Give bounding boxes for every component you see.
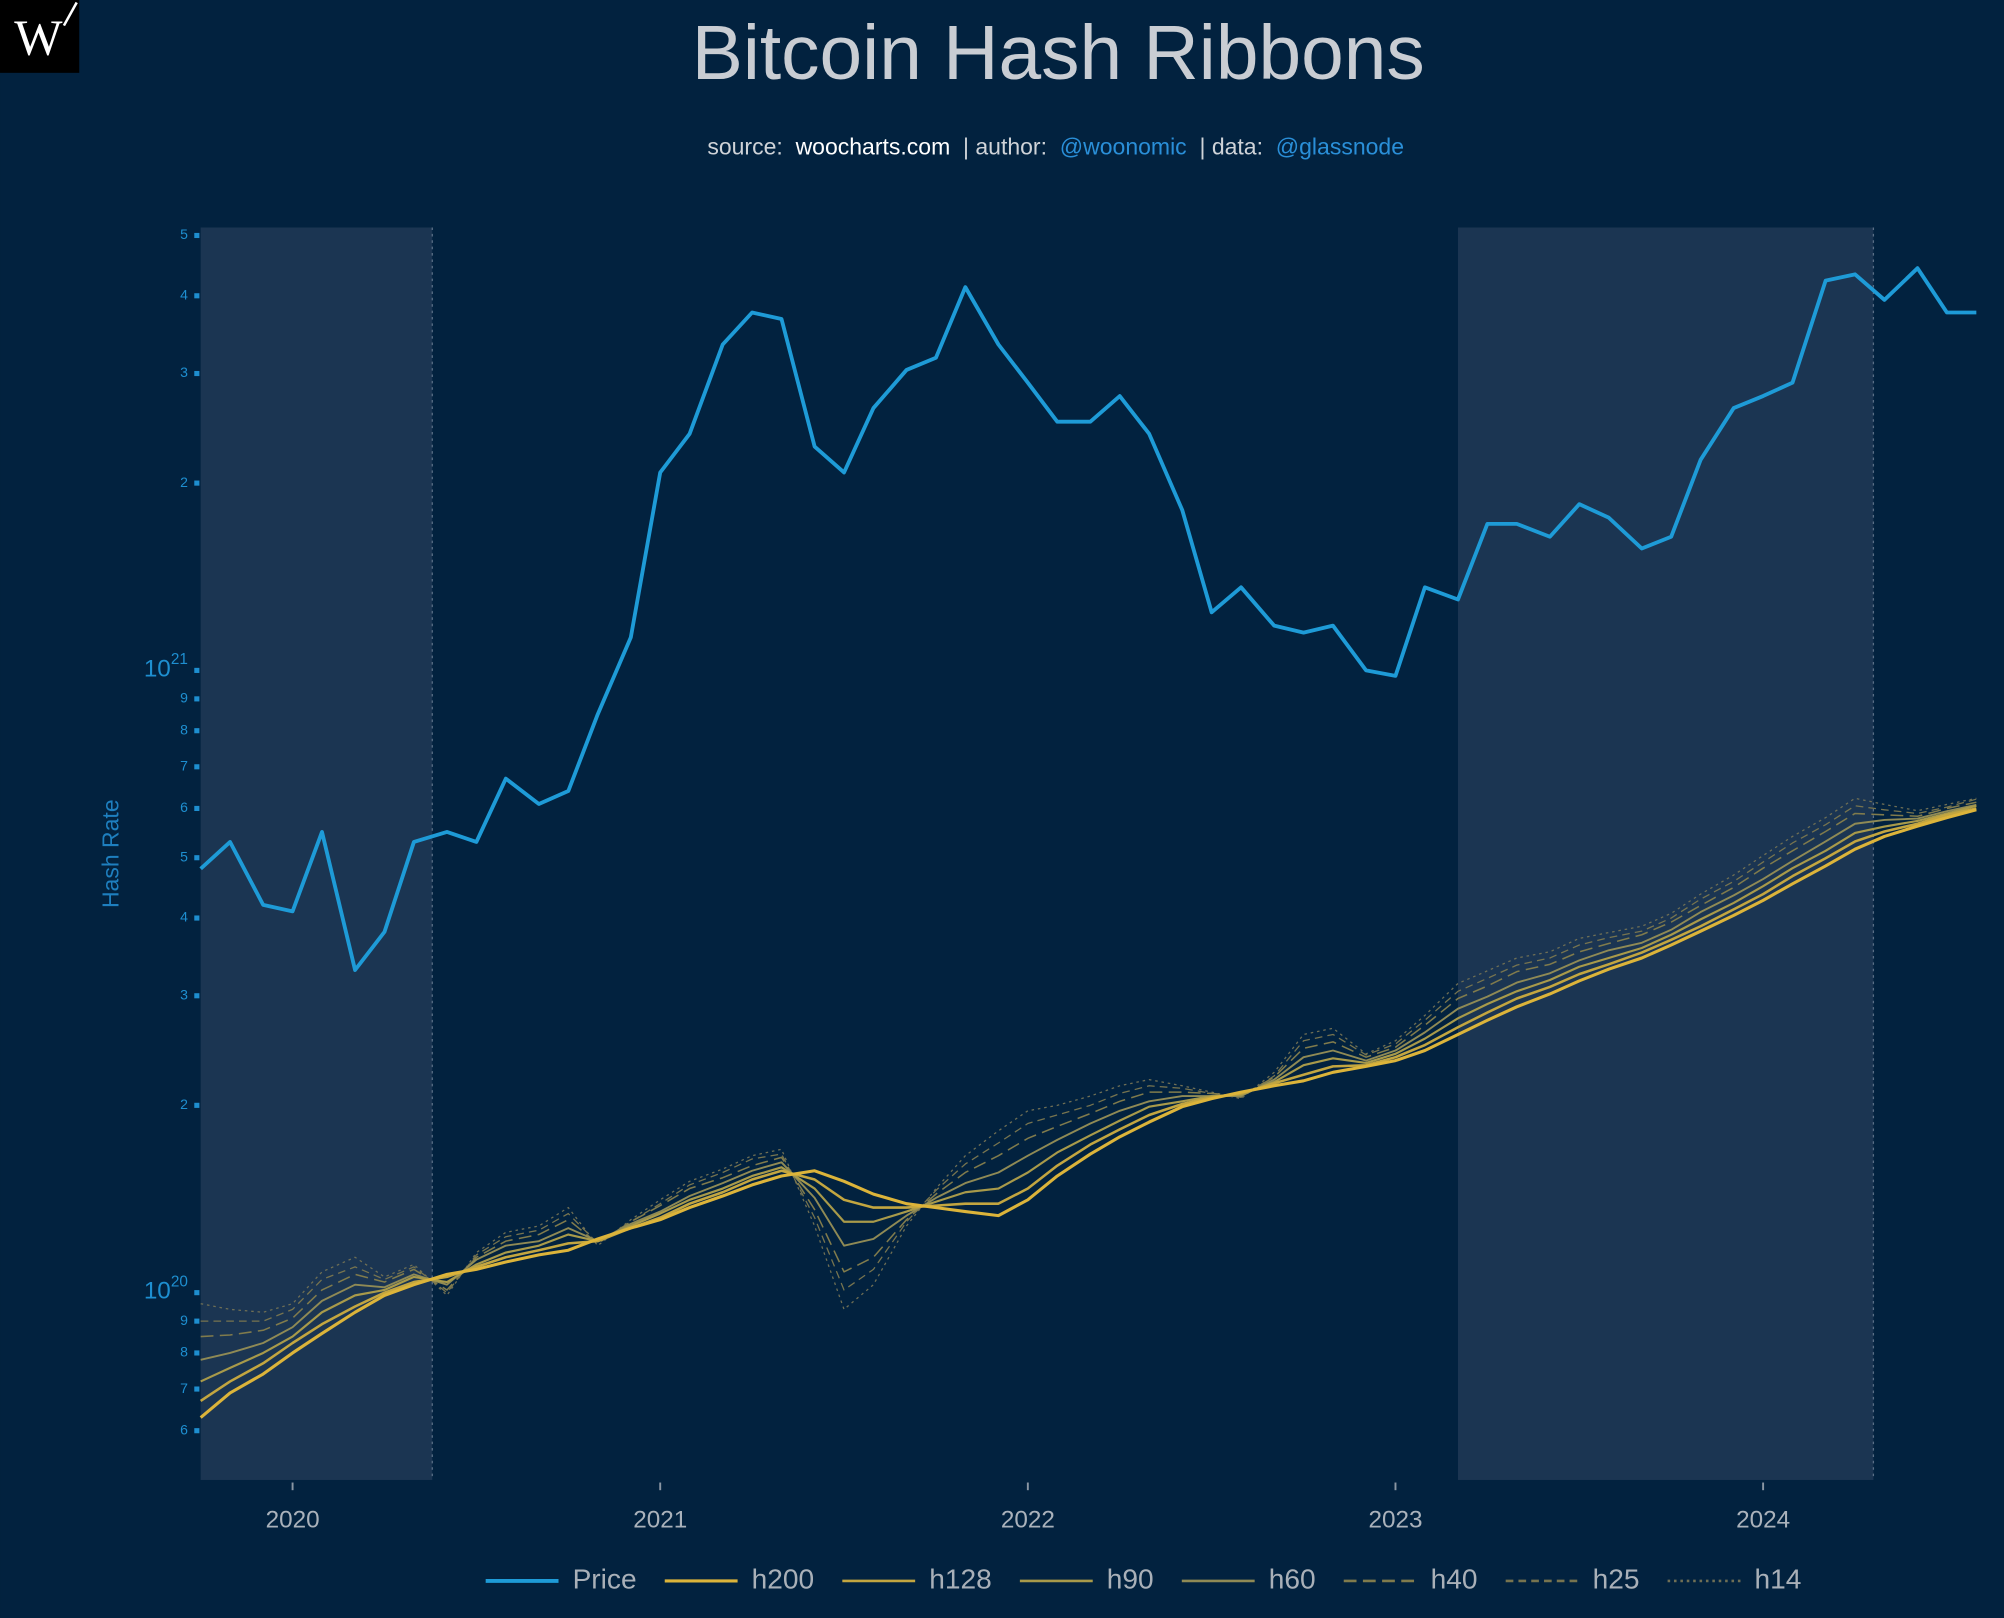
series-line	[199, 808, 1977, 1419]
y-tick-label: 4	[180, 286, 188, 302]
series-line	[199, 807, 1977, 1402]
legend-label: h60	[1269, 1563, 1316, 1594]
series-line	[200, 801, 1977, 1338]
y-tick	[194, 855, 200, 861]
subtitle-part: source:	[707, 133, 782, 159]
y-tick	[194, 1350, 200, 1356]
y-tick-label: 5	[180, 226, 188, 242]
y-tick	[194, 764, 200, 770]
y-tick-base: 10	[144, 1278, 171, 1305]
y-tick-label: 2	[180, 474, 188, 490]
y-tick-label: 6	[180, 1421, 188, 1437]
y-tick-label: 4	[180, 909, 188, 925]
y-tick-exponent: 20	[171, 1273, 188, 1290]
y-tick-label: 7	[180, 1380, 188, 1396]
y-tick-label: 7	[180, 758, 188, 774]
x-tick-label: 2022	[1001, 1506, 1055, 1533]
series-line	[200, 804, 1977, 1383]
legend-label: Price	[573, 1563, 637, 1594]
series-line	[200, 798, 1977, 1322]
series-line	[199, 266, 1977, 972]
logo-slash	[62, 1, 78, 27]
y-tick	[194, 293, 200, 299]
y-tick-label: 1020	[144, 1273, 188, 1305]
y-tick	[194, 1428, 200, 1434]
subtitle-part: | data:	[1199, 133, 1263, 159]
legend-label: h25	[1593, 1563, 1640, 1594]
x-tick-label: 2023	[1368, 1506, 1422, 1533]
x-tick-label: 2021	[633, 1506, 687, 1533]
y-tick-label: 9	[180, 690, 188, 706]
y-axis-title: Hash Rate	[98, 799, 124, 908]
x-tick-label: 2024	[1736, 1506, 1790, 1533]
y-tick	[194, 805, 200, 812]
y-tick	[194, 667, 200, 673]
y-tick-label: 3	[180, 364, 188, 380]
y-tick-label: 3	[180, 986, 188, 1002]
y-tick-exponent: 21	[171, 651, 188, 668]
legend-label: h200	[752, 1563, 815, 1594]
y-tick	[194, 232, 200, 239]
y-tick-label: 2	[180, 1096, 188, 1112]
y-tick	[194, 728, 200, 734]
y-tick-label: 9	[180, 1312, 188, 1328]
legend-label: h128	[929, 1563, 992, 1594]
logo-box	[0, 0, 80, 73]
chart-title: Bitcoin Hash Ribbons	[692, 11, 1425, 96]
y-tick-label: 1021	[144, 651, 188, 683]
legend-label: h90	[1107, 1563, 1154, 1594]
logo: W	[14, 10, 63, 67]
legend-label: h40	[1431, 1563, 1478, 1594]
y-tick-label: 8	[180, 1344, 188, 1360]
y-tick-label: 5	[180, 848, 188, 864]
x-tick-label: 2020	[266, 1506, 320, 1533]
subtitle: source: woocharts.com | author: @woonomi…	[707, 133, 1404, 159]
y-tick-base: 10	[144, 656, 171, 683]
y-tick	[194, 480, 200, 486]
y-tick	[194, 696, 200, 702]
y-tick-label: 6	[180, 799, 188, 815]
subtitle-part: woocharts.com	[795, 133, 951, 159]
y-tick	[194, 1102, 200, 1108]
shaded-range	[1457, 227, 1874, 1480]
legend-label: h14	[1755, 1563, 1802, 1594]
y-tick	[194, 1290, 200, 1296]
y-tick	[194, 915, 200, 921]
y-tick-label: 8	[180, 721, 188, 737]
subtitle-part: @glassnode	[1276, 133, 1404, 159]
subtitle-part: | author:	[963, 133, 1047, 159]
y-tick	[194, 993, 200, 999]
y-tick	[194, 1318, 200, 1324]
series-line	[200, 803, 1977, 1361]
y-tick	[194, 370, 200, 377]
y-tick	[194, 1386, 200, 1392]
subtitle-part: @woonomic	[1060, 133, 1187, 159]
shaded-range	[200, 227, 433, 1480]
